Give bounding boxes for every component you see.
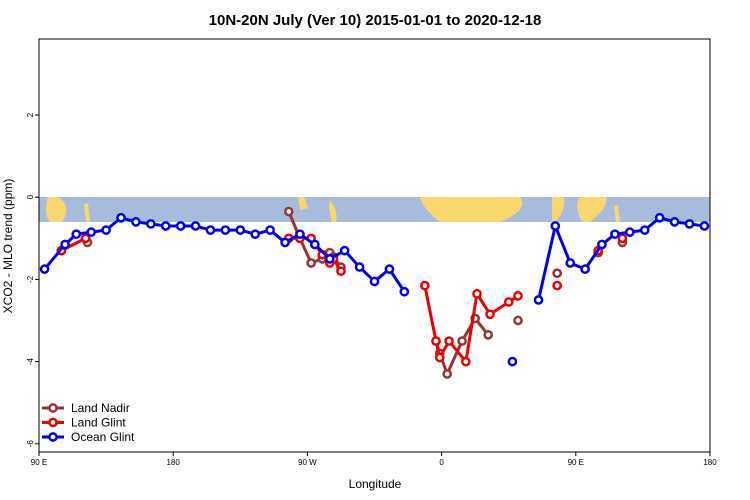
legend-item: Land Glint	[42, 416, 126, 430]
data-point	[444, 336, 454, 346]
legend-marker	[48, 417, 58, 428]
data-point	[220, 225, 231, 235]
y-tick-label: -2	[26, 275, 35, 283]
y-axis-label: XCO2 - MLO trend (ppm)	[1, 179, 15, 314]
data-point	[699, 221, 710, 231]
data-point	[160, 221, 171, 231]
legend-marker	[48, 432, 58, 442]
data-point	[131, 217, 141, 227]
data-point	[460, 356, 471, 367]
data-point	[617, 233, 628, 244]
legend-marker	[48, 403, 58, 413]
y-tick-label: -6	[26, 440, 35, 448]
data-point	[419, 280, 430, 291]
y-tick-label: 0	[26, 194, 35, 199]
data-point	[399, 286, 410, 297]
x-tick-label: 90 E	[568, 458, 584, 467]
data-point	[369, 276, 380, 287]
data-point	[513, 290, 523, 301]
data-point	[336, 266, 346, 277]
data-point	[101, 225, 111, 235]
legend-item: Ocean Glint	[42, 430, 135, 444]
x-axis-label: Longitude	[349, 477, 402, 491]
x-tick-label: 0	[439, 458, 444, 467]
data-point	[265, 225, 275, 235]
data-point	[250, 229, 261, 240]
legend-label: Ocean Glint	[71, 430, 135, 444]
data-point	[39, 264, 50, 274]
plot-area	[38, 38, 711, 453]
data-point	[580, 264, 590, 274]
data-point	[116, 212, 126, 223]
data-point	[507, 356, 518, 367]
chart-title: 10N-20N July (Ver 10) 2015-01-01 to 2020…	[209, 12, 542, 29]
data-point	[354, 262, 365, 272]
data-point	[610, 229, 620, 240]
data-point	[654, 212, 665, 223]
data-point	[205, 225, 216, 235]
data-point	[483, 330, 494, 340]
data-point	[485, 309, 495, 320]
data-point	[472, 288, 482, 299]
series-line	[434, 316, 490, 376]
data-point	[639, 225, 650, 235]
data-point	[71, 229, 82, 240]
data-point	[513, 315, 523, 326]
data-point	[60, 239, 70, 250]
x-tick-label: 90 W	[298, 458, 317, 467]
data-point	[190, 221, 201, 231]
data-point	[552, 280, 563, 291]
data-point	[625, 227, 635, 237]
series-ocean-glint	[39, 212, 710, 367]
legend-label: Land Glint	[71, 416, 126, 430]
data-point	[434, 352, 445, 363]
data-point	[235, 225, 246, 235]
series-line	[423, 285, 519, 364]
data-point	[597, 239, 607, 250]
data-point	[280, 237, 290, 248]
series-line	[537, 216, 705, 301]
data-point	[384, 264, 395, 274]
data-point	[175, 221, 186, 231]
data-point	[306, 258, 316, 268]
data-point	[86, 227, 97, 237]
map-band	[39, 197, 710, 222]
y-axis: -6 -4 -2 0 2	[26, 112, 39, 447]
y-tick-label: -4	[26, 357, 35, 365]
legend-label: Land Nadir	[71, 401, 130, 415]
data-point	[552, 268, 563, 279]
data-point	[324, 254, 335, 264]
x-tick-label: 180	[703, 458, 717, 467]
data-point	[442, 369, 453, 379]
data-point	[283, 206, 294, 217]
data-point	[295, 229, 305, 240]
y-tick-label: 2	[26, 112, 35, 117]
legend-item: Land Nadir	[42, 401, 130, 415]
x-axis: 90 E 180 90 W 0 90 E 180	[31, 452, 717, 467]
data-point	[145, 219, 156, 229]
data-point	[457, 336, 467, 346]
data-point	[565, 258, 576, 268]
data-point	[80, 233, 91, 244]
data-point	[431, 336, 441, 346]
x-tick-label: 90 E	[31, 458, 47, 467]
data-point	[533, 295, 544, 305]
data-point	[310, 239, 320, 250]
map-band-land	[46, 197, 620, 222]
data-point	[550, 221, 561, 231]
series-layer	[39, 206, 710, 379]
data-point	[669, 217, 680, 227]
data-point	[684, 219, 695, 229]
x-tick-label: 180	[167, 458, 181, 467]
data-point	[503, 297, 514, 307]
data-point	[339, 245, 350, 256]
map-band-ocean	[39, 197, 710, 222]
